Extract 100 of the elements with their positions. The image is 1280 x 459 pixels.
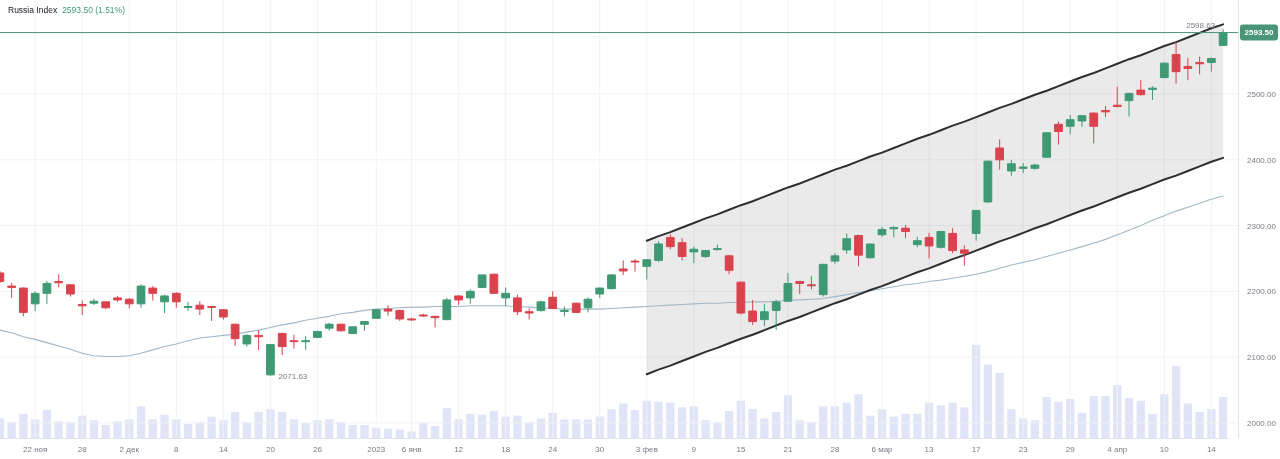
x-tick-label: 29	[1065, 444, 1076, 454]
x-tick-label: 30	[595, 444, 605, 454]
candlestick	[1065, 114, 1075, 135]
candlestick	[1054, 121, 1063, 146]
candlestick	[642, 258, 652, 280]
bar	[266, 409, 275, 438]
candlestick	[442, 297, 452, 321]
candlestick	[207, 305, 216, 322]
candlestick	[948, 227, 957, 254]
bar	[819, 406, 828, 438]
candlestick	[654, 240, 663, 263]
candlestick	[254, 329, 264, 351]
x-tick-label: 4 апр	[1107, 444, 1128, 454]
candlestick	[677, 237, 687, 261]
bar	[995, 372, 1004, 438]
candlestick	[877, 226, 887, 238]
bar	[666, 402, 675, 438]
x-tick-label: 12	[454, 444, 464, 454]
candlestick	[266, 343, 275, 377]
bar	[1171, 366, 1181, 438]
x-tick-label: 28	[830, 444, 840, 454]
bar	[430, 425, 440, 438]
bar	[407, 431, 416, 438]
bar	[42, 410, 52, 438]
candlestick	[842, 232, 852, 255]
candlestick	[924, 232, 934, 259]
y-tick-label: 2500.00	[1247, 90, 1277, 100]
x-tick-label: 22 ноя	[23, 444, 48, 454]
candlestick	[42, 280, 52, 305]
line-series	[0, 195, 1224, 357]
candlestick	[160, 294, 169, 314]
annotation: 2598.63	[1186, 21, 1216, 31]
x-tick-label: 10	[1159, 444, 1170, 454]
x-tick-label: 21	[783, 444, 793, 454]
bar	[854, 394, 863, 438]
bar	[19, 413, 28, 438]
candlestick	[195, 300, 205, 316]
candlestick	[736, 280, 746, 315]
candlestick	[66, 283, 75, 298]
bar	[1136, 400, 1145, 438]
candlestick	[889, 225, 899, 238]
bar	[842, 402, 851, 438]
candlestick	[1183, 57, 1193, 81]
candlestick	[454, 294, 463, 306]
candlestick	[289, 334, 299, 350]
x-tick-label: 24	[548, 444, 558, 454]
bar	[66, 422, 75, 438]
candlestick	[1030, 163, 1040, 171]
candlestick	[418, 313, 428, 318]
candlestick	[865, 242, 875, 259]
bar	[1219, 397, 1228, 438]
x-tick-label: 3 фев	[635, 444, 658, 454]
candlestick	[665, 233, 675, 250]
candlestick	[1195, 56, 1204, 75]
candlestick	[995, 138, 1005, 171]
bar	[160, 414, 169, 438]
candlestick	[324, 322, 334, 332]
candlestick	[30, 290, 40, 312]
x-tick-label: 18	[501, 444, 511, 454]
candlestick	[1007, 159, 1016, 177]
x-tick-label: 8	[174, 444, 180, 454]
candlestick	[77, 300, 87, 316]
bar	[348, 424, 357, 438]
bar	[301, 423, 310, 438]
candlestick	[583, 296, 593, 313]
candlestick	[7, 282, 17, 299]
bar	[113, 421, 122, 438]
bar	[1042, 397, 1051, 438]
candlestick	[701, 249, 710, 259]
bar	[395, 429, 404, 438]
x-tick-label: 17	[971, 444, 982, 454]
candlestick	[1042, 131, 1052, 159]
candlestick	[1077, 114, 1087, 128]
bar	[489, 411, 498, 438]
candlestick	[383, 304, 393, 317]
bar	[513, 415, 522, 438]
x-tick-label: 9	[691, 444, 697, 454]
candlestick	[218, 308, 228, 321]
candlestick	[183, 301, 193, 312]
candlestick	[807, 275, 816, 290]
candlestick	[171, 291, 181, 309]
bar	[1054, 401, 1063, 438]
candlestick	[607, 273, 616, 290]
bar	[442, 408, 451, 438]
bar	[1148, 413, 1157, 438]
x-tick-label: 15	[736, 444, 746, 454]
line-series	[645, 23, 1225, 242]
bar	[1183, 403, 1192, 438]
candlestick	[124, 297, 134, 309]
bar	[936, 405, 945, 438]
candlestick	[242, 333, 252, 348]
candlestick	[313, 330, 322, 339]
bar	[278, 411, 287, 438]
candlestick	[689, 246, 699, 264]
candlestick	[501, 286, 511, 307]
candlestick	[936, 230, 946, 250]
candlestick	[536, 300, 546, 313]
candlestick	[113, 295, 122, 303]
candlestick	[19, 286, 28, 317]
ref-line-label: 2593.50	[1244, 28, 1275, 38]
